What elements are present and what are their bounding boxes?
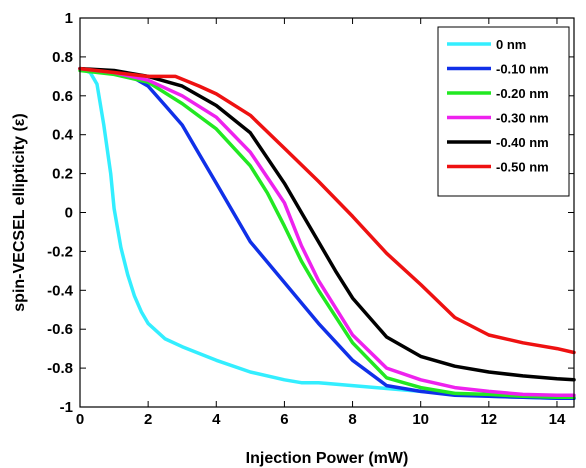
- x-tick-label: 6: [280, 411, 288, 428]
- x-tick-label: 8: [348, 411, 356, 428]
- axis-ticks: 0 2 4 6 8 10 12 14 -1 -0.8 -0.6 -0.4 -0.2 0 0.2 0.4 0.6 0…: [47, 10, 574, 428]
- series-lines: [78, 66, 576, 400]
- legend-label-2: -0.20 nm: [496, 86, 549, 101]
- legend-label-3: -0.30 nm: [496, 111, 549, 126]
- y-tick-label: 0.4: [52, 127, 74, 144]
- legend-label-5: -0.50 nm: [496, 160, 549, 175]
- y-axis-title: spin-VECSEL ellipticity (ε): [11, 113, 28, 311]
- y-tick-label: 0.2: [52, 166, 73, 183]
- series-line-3: [78, 66, 576, 398]
- legend-label-4: -0.40 nm: [496, 135, 549, 150]
- y-tick-label: -1: [60, 399, 73, 416]
- series-line-2: [78, 68, 576, 400]
- x-tick-label: 4: [212, 411, 221, 428]
- x-tick-label: 12: [480, 411, 497, 428]
- y-tick-label: 0.6: [52, 88, 73, 105]
- series-line-1: [78, 66, 576, 400]
- x-tick-label: 0: [76, 411, 84, 428]
- y-tick-label: -0.2: [47, 243, 73, 260]
- y-tick-label: -0.4: [47, 282, 74, 299]
- x-tick-label: 10: [412, 411, 429, 428]
- legend-label-1: -0.10 nm: [496, 62, 549, 77]
- legend-label-0: 0 nm: [496, 37, 526, 52]
- y-tick-label: -0.8: [47, 360, 73, 377]
- y-tick-label: 0.8: [52, 49, 73, 66]
- y-tick-label: -0.6: [47, 321, 73, 338]
- x-tick-label: 14: [549, 411, 566, 428]
- legend: 0 nm -0.10 nm -0.20 nm -0.30 nm -0.40 nm -0.5…: [437, 26, 570, 197]
- y-tick-label: 0: [65, 205, 73, 222]
- y-tick-label: 1: [65, 10, 73, 27]
- x-axis-title: Injection Power (mW): [246, 450, 409, 467]
- series-line-4: [78, 66, 576, 382]
- x-tick-label: 2: [144, 411, 152, 428]
- series-line-5: [78, 66, 576, 355]
